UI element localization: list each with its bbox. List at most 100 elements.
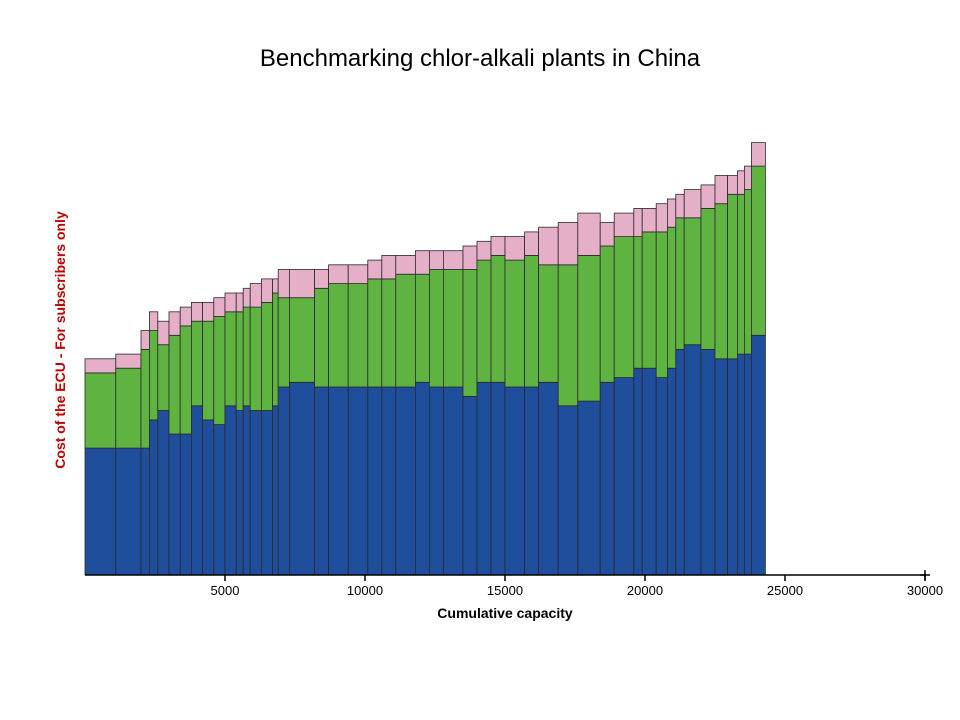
bar-segment <box>191 406 202 575</box>
bar-segment <box>728 176 738 195</box>
bar-segment <box>415 274 429 382</box>
bar-segment <box>667 199 675 227</box>
bar-segment <box>289 298 314 383</box>
bar-segment <box>477 260 491 382</box>
bar-segment <box>525 387 539 575</box>
bar-segment <box>429 251 443 270</box>
bar-segment <box>203 420 214 575</box>
bar-segment <box>477 241 491 260</box>
bar-segment <box>214 317 225 425</box>
bar-segment <box>614 213 634 237</box>
bar-segment <box>505 237 525 261</box>
bar-segment <box>443 270 463 388</box>
bar-segment <box>225 293 236 312</box>
bar-segment <box>539 227 559 265</box>
bar-segment <box>85 448 116 575</box>
bar-segment <box>558 406 578 575</box>
chart-title: Benchmarking chlor-alkali plants in Chin… <box>0 45 960 73</box>
bar-segment <box>191 321 202 406</box>
bar-segment <box>642 368 656 575</box>
bar-segment <box>236 411 243 576</box>
bar-segment <box>329 387 349 575</box>
bar-segment <box>443 387 463 575</box>
bar-segment <box>634 208 642 236</box>
bar-segment <box>525 232 539 256</box>
bar-segment <box>273 406 279 575</box>
bar-segment <box>203 302 214 321</box>
bar-segment <box>642 232 656 368</box>
x-axis-tick-label: 10000 <box>347 583 383 598</box>
bar-segment <box>728 194 738 358</box>
bar-segment <box>443 251 463 270</box>
x-axis-tick-label: 20000 <box>627 583 663 598</box>
bar-segment <box>751 166 765 335</box>
bar-segment <box>684 218 701 345</box>
bar-segment <box>382 279 396 387</box>
bar-segment <box>684 345 701 575</box>
bar-segment <box>505 260 525 387</box>
bar-segment <box>558 265 578 406</box>
bar-segment <box>289 382 314 575</box>
bar-segment <box>614 378 634 575</box>
bar-segment <box>261 302 272 410</box>
bar-segment <box>116 354 141 368</box>
bar-segment <box>744 190 751 355</box>
bar-segment <box>656 378 667 575</box>
x-axis-label: Cumulative capacity <box>85 605 925 621</box>
bar-segment <box>415 251 429 275</box>
bar-segment <box>169 312 180 336</box>
bar-segment <box>329 284 349 387</box>
bar-segment <box>141 349 149 448</box>
bar-segment <box>558 223 578 265</box>
bar-segment <box>273 279 279 293</box>
bar-segment <box>278 270 289 298</box>
bar-segment <box>600 223 614 247</box>
bar-segment <box>214 425 225 575</box>
bar-segment <box>728 359 738 575</box>
bar-segment <box>348 265 368 284</box>
bar-segment <box>250 307 261 410</box>
bar-segment <box>676 194 684 218</box>
x-axis-tick-label: 15000 <box>487 583 523 598</box>
bar-segment <box>273 293 279 406</box>
bar-segment <box>676 349 684 575</box>
bar-segment <box>600 382 614 575</box>
bar-segment <box>158 321 169 345</box>
bar-segment <box>715 359 728 575</box>
bar-segment <box>158 345 169 411</box>
bar-segment <box>634 368 642 575</box>
bar-segment <box>278 387 289 575</box>
bar-segment <box>250 411 261 576</box>
bar-segment <box>382 255 396 279</box>
bar-segment <box>429 387 443 575</box>
bar-segment <box>382 387 396 575</box>
bar-segment <box>701 208 715 349</box>
axis-end-marker <box>920 570 930 580</box>
bar-segment <box>243 307 250 406</box>
bar-segment <box>656 232 667 378</box>
bar-segment <box>463 246 477 270</box>
x-axis-tick-label: 25000 <box>767 583 803 598</box>
bar-segment <box>667 227 675 368</box>
bar-segment <box>191 302 202 321</box>
bar-segment <box>85 373 116 448</box>
bar-segment <box>634 237 642 369</box>
bar-segment <box>180 307 191 326</box>
bar-segment <box>715 176 728 204</box>
bar-segment <box>315 387 329 575</box>
bar-segment <box>684 190 701 218</box>
x-axis-tick-label: 5000 <box>211 583 240 598</box>
plot-area: 50001000015000200002500030000 <box>85 105 925 575</box>
bar-segment <box>278 298 289 387</box>
bar-segment <box>368 387 382 575</box>
bar-segment <box>491 382 505 575</box>
bar-segment <box>578 401 600 575</box>
bar-segment <box>744 354 751 575</box>
bar-segment <box>415 382 429 575</box>
bar-segment <box>463 270 477 397</box>
bar-segment <box>180 434 191 575</box>
bar-segment <box>539 382 559 575</box>
bar-segment <box>149 312 157 331</box>
bar-segment <box>169 335 180 434</box>
bar-segment <box>203 321 214 420</box>
